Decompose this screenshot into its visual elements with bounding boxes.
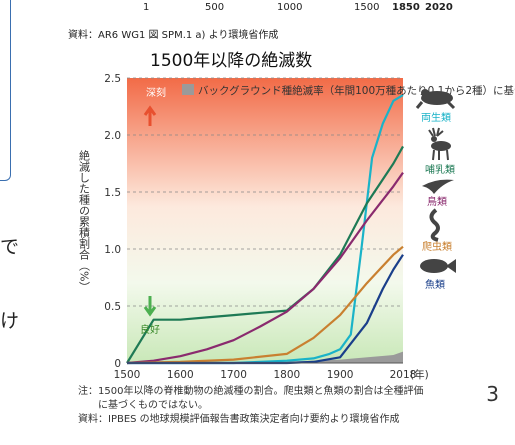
grid [127, 77, 403, 307]
cropped-box-edge [0, 0, 11, 181]
source-top: 資料：AR6 WG1 図 SPM.1 a) より環境省作成 [68, 30, 279, 41]
background-legend-swatch [182, 84, 194, 95]
background-legend-line1: バックグラウンド種絶滅率（年間100万種あたり0.1から2種）に基づく絶滅種の累… [198, 84, 515, 97]
series-line-reptiles [126, 245, 404, 365]
bird-icon [422, 179, 454, 194]
x-tick-2018: 2018 [390, 369, 417, 381]
y-tick-2.0: 2.0 [104, 130, 121, 142]
fish-icon [420, 259, 456, 273]
source-bottom: 資料：IPBES の地球規模評価報告書政策決定者向け要約より環境省作成 [78, 414, 400, 425]
arrow-up-icon [143, 105, 157, 126]
series-line-birds [126, 171, 404, 365]
top-tick-500: 500 [205, 2, 225, 13]
top-tick-1500: 1500 [354, 2, 380, 13]
top-tick-2020: 2020 [425, 2, 453, 13]
footnote-line1: 注：1500年以降の脊椎動物の絶滅種の割合。爬虫類と魚類の割合は全種評価 [78, 386, 424, 397]
series-line-amphibians [127, 94, 404, 365]
tick-labels: 0 0.5 1.0 1.5 2.0 2.5 1500 1600 1700 1800 1900 2018 [104, 73, 416, 381]
chart-title: 1500年以降の絶滅数 [150, 51, 313, 71]
x-tick-1500: 1500 [114, 369, 141, 381]
label-birds: 鳥類 [427, 195, 447, 208]
mammal-icon [428, 127, 451, 161]
annotation-bad: 深刻 [146, 86, 166, 99]
y-axis-label: 絶滅した種の累積割合（%） [78, 149, 91, 293]
x-tick-1900: 1900 [327, 369, 354, 381]
label-amphibians: 両生類 [421, 111, 451, 124]
x-tick-1600: 1600 [167, 369, 194, 381]
y-tick-0.5: 0.5 [104, 301, 121, 313]
background-rate-band [127, 351, 403, 363]
label-reptiles: 爬虫類 [422, 241, 452, 253]
footnote-line2: に基づくものではない。 [78, 400, 208, 411]
x-tick-1700: 1700 [220, 369, 247, 381]
label-fish: 魚類 [425, 278, 445, 291]
top-tick-1000: 1000 [277, 2, 303, 13]
arrow-down-icon [143, 296, 157, 317]
amphibian-icon [415, 89, 456, 110]
label-mammals: 哺乳類 [425, 163, 455, 176]
x-tick-1800: 1800 [273, 369, 300, 381]
y-tick-1.5: 1.5 [104, 187, 121, 199]
y-tick-1.0: 1.0 [104, 244, 121, 256]
y-tick-0: 0 [114, 358, 121, 370]
y-tick-2.5: 2.5 [104, 73, 121, 85]
x-axis-label: (年) [410, 368, 429, 381]
top-tick-1: 1 [143, 2, 150, 13]
background-rate-area [127, 351, 403, 363]
side-text-2: け [0, 310, 20, 332]
annotation-good: 良好 [140, 323, 160, 336]
series-line-mammals [126, 145, 404, 364]
page-number: 3 [486, 382, 499, 406]
top-tick-1850: 1850 [392, 2, 420, 13]
side-text-1: で [0, 236, 20, 258]
reptile-icon [429, 208, 440, 242]
